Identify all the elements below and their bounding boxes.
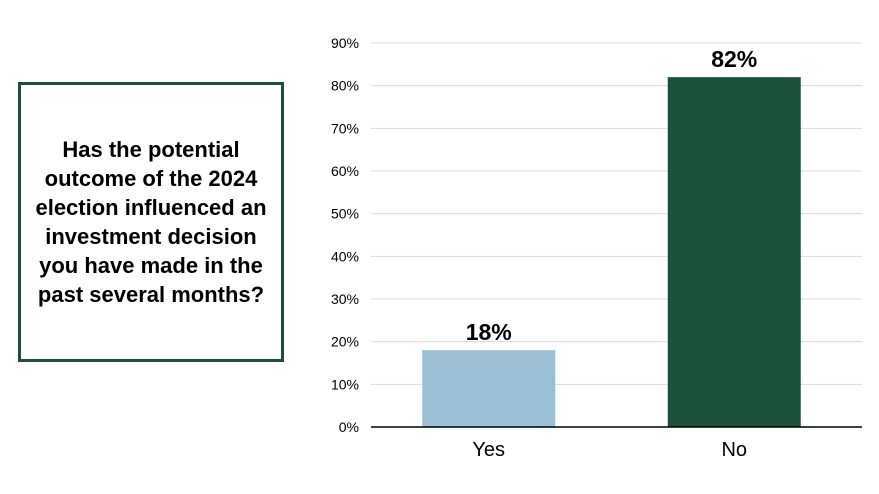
category-label-yes: Yes	[472, 439, 505, 461]
y-tick-label: 30%	[331, 291, 359, 307]
y-tick-label: 10%	[331, 376, 359, 392]
category-labels: Yes No	[472, 439, 747, 461]
value-label-no: 82%	[711, 46, 757, 72]
category-label-no: No	[721, 439, 747, 461]
value-label-yes: 18%	[466, 319, 512, 345]
bars	[422, 77, 801, 427]
y-axis-tick-labels: 0% 10% 20% 30% 40% 50% 60% 70% 80% 90%	[331, 35, 359, 435]
y-tick-label: 40%	[331, 248, 359, 264]
y-tick-label: 70%	[331, 120, 359, 136]
question-box: Has the potential outcome of the 2024 el…	[18, 82, 284, 362]
question-text: Has the potential outcome of the 2024 el…	[35, 137, 267, 307]
y-tick-label: 20%	[331, 334, 359, 350]
y-tick-label: 0%	[339, 419, 359, 435]
bar-yes	[422, 350, 556, 427]
y-tick-label: 80%	[331, 78, 359, 94]
value-labels: 18% 82%	[466, 46, 758, 345]
y-tick-label: 90%	[331, 35, 359, 51]
y-tick-label: 50%	[331, 206, 359, 222]
bar-no	[667, 77, 801, 427]
y-tick-label: 60%	[331, 163, 359, 179]
